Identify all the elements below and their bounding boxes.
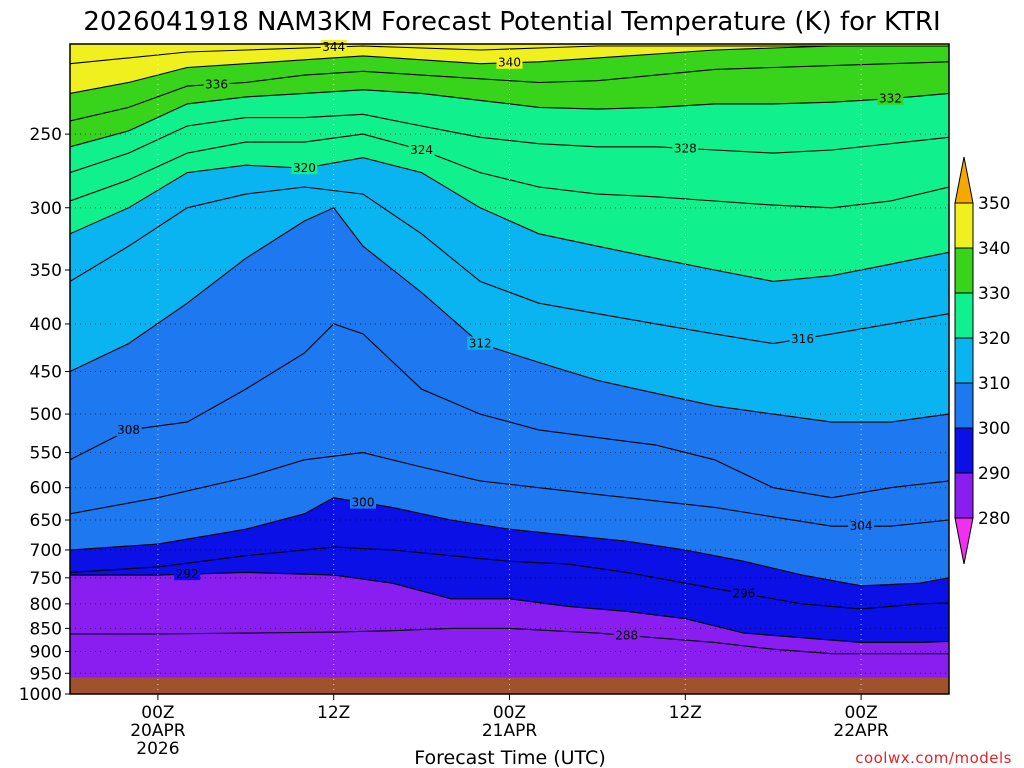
- isentrope-296: [70, 546, 949, 610]
- y-tick-label-800: 800: [30, 595, 62, 615]
- x-tick-date-0: 20APR: [130, 721, 186, 741]
- x-tick-label-0: 00Z: [141, 703, 174, 723]
- y-tick-label-250: 250: [30, 125, 62, 145]
- y-tick-label-350: 350: [30, 261, 62, 281]
- isentrope-label-324: 324: [410, 143, 433, 157]
- colorbar-swatch-340: [954, 202, 974, 249]
- potential-temperature-field: [70, 44, 949, 694]
- isentrope-304: [70, 452, 949, 527]
- colorbar-under: [954, 517, 974, 565]
- watermark: coolwx.com/models: [855, 749, 1012, 767]
- isentrope-label-bg-308: [115, 422, 142, 436]
- layer-above-340: [70, 44, 949, 94]
- isentrope-label-bg-340: [496, 55, 523, 69]
- isentrope-label-308: 308: [117, 423, 140, 437]
- x-tick-label-3: 12Z: [669, 703, 702, 723]
- isentrope-332: [70, 89, 949, 148]
- isentrope-label-316: 316: [791, 332, 814, 346]
- colorbar-swatch-320: [954, 292, 974, 339]
- layer-above-336: [70, 44, 949, 121]
- y-tick-label-450: 450: [30, 363, 62, 383]
- colorbar-swatch-330: [954, 247, 974, 294]
- isentrope-labels: 288 292 296 300 304 308 312 316 320 324 328 332 336 3…: [115, 40, 904, 642]
- colorbar-swatch-280: [954, 472, 974, 519]
- isentrope-label-bg-300: [350, 495, 376, 509]
- isentrope-label-bg-316: [789, 331, 816, 345]
- y-tick-label-750: 750: [30, 569, 62, 589]
- isentrope-292: [70, 571, 949, 643]
- colorbar-swatch-310: [954, 337, 974, 384]
- isentrope-300: [70, 497, 949, 587]
- y-tick-label-500: 500: [30, 405, 62, 425]
- x-tick-year-0: 2026: [136, 739, 179, 759]
- y-tick-label-400: 400: [30, 315, 62, 335]
- colorbar-label-280: 280: [978, 509, 1010, 529]
- colorbar-swatch-300: [954, 382, 974, 429]
- isentrope-label-bg-324: [408, 142, 435, 156]
- colorbar-label-340: 340: [978, 239, 1010, 259]
- x-tick-label-1: 12Z: [317, 703, 350, 723]
- isentrope-label-bg-288: [613, 628, 640, 642]
- isentrope-label-344: 344: [322, 40, 345, 54]
- x-tick-label-2: 00Z: [493, 703, 526, 723]
- colorbar-label-350: 350: [978, 194, 1010, 214]
- isentrope-label-288: 288: [615, 628, 638, 642]
- y-tick-label-1000: 1000: [19, 685, 62, 705]
- x-tick-date-4: 22APR: [833, 721, 889, 741]
- colorbar-label-300: 300: [978, 419, 1010, 439]
- y-tick-label-650: 650: [30, 511, 62, 531]
- isentrope-label-bg-292: [174, 567, 201, 581]
- isentrope-label-300: 300: [352, 496, 375, 510]
- isentrope-328: [70, 113, 949, 174]
- colorbar-over: [954, 156, 974, 204]
- y-tick-label-850: 850: [30, 619, 62, 639]
- colorbar-label-310: 310: [978, 374, 1010, 394]
- y-tick-label-950: 950: [30, 664, 62, 684]
- isentrope-288: [70, 627, 949, 655]
- isentrope-label-bg-304: [848, 519, 875, 533]
- isentrope-label-bg-336: [203, 77, 230, 91]
- isentrope-label-bg-328: [672, 141, 699, 155]
- isentrope-label-304: 304: [850, 519, 873, 533]
- y-tick-label-600: 600: [30, 479, 62, 499]
- y-tick-label-300: 300: [30, 199, 62, 219]
- ground-terrain: [70, 677, 949, 694]
- isentrope-label-bg-332: [877, 91, 904, 105]
- isentrope-label-bg-296: [730, 586, 757, 600]
- colorbar-label-290: 290: [978, 464, 1010, 484]
- isentrope-label-296: 296: [732, 587, 755, 601]
- x-tick-label-4: 00Z: [844, 703, 877, 723]
- isentrope-label-312: 312: [469, 337, 492, 351]
- isentrope-label-bg-312: [467, 336, 494, 350]
- isentrope-label-bg-320: [291, 161, 318, 175]
- grid-lines: [70, 44, 949, 695]
- chart-title: 2026041918 NAM3KM Forecast Potential Tem…: [83, 7, 940, 37]
- colorbar-label-320: 320: [978, 329, 1010, 349]
- x-tick-date-2: 21APR: [482, 721, 538, 741]
- isentrope-label-340: 340: [498, 56, 521, 70]
- colorbar: 280 290 300 310 320 330 340 350: [954, 156, 1010, 565]
- y-tick-label-900: 900: [30, 642, 62, 662]
- y-tick-label-700: 700: [30, 541, 62, 561]
- colorbar-label-330: 330: [978, 284, 1010, 304]
- isentrope-label-336: 336: [205, 77, 228, 91]
- plot-area: 288 292 296 300 304 308 312 316 320 324 328 332 336 3…: [69, 40, 950, 695]
- x-axis-label: Forecast Time (UTC): [414, 747, 605, 768]
- isentrope-label-332: 332: [879, 92, 902, 106]
- colorbar-swatch-290: [954, 427, 974, 474]
- isentrope-label-292: 292: [176, 567, 199, 581]
- y-axis-pressure: 250 300 350 400 450 500 550 600 650 700 750 800 850 9…: [19, 125, 70, 705]
- isentrope-label-328: 328: [674, 141, 697, 155]
- isentrope-label-320: 320: [293, 161, 316, 175]
- isentrope-320: [70, 157, 949, 282]
- y-tick-label-550: 550: [30, 444, 62, 464]
